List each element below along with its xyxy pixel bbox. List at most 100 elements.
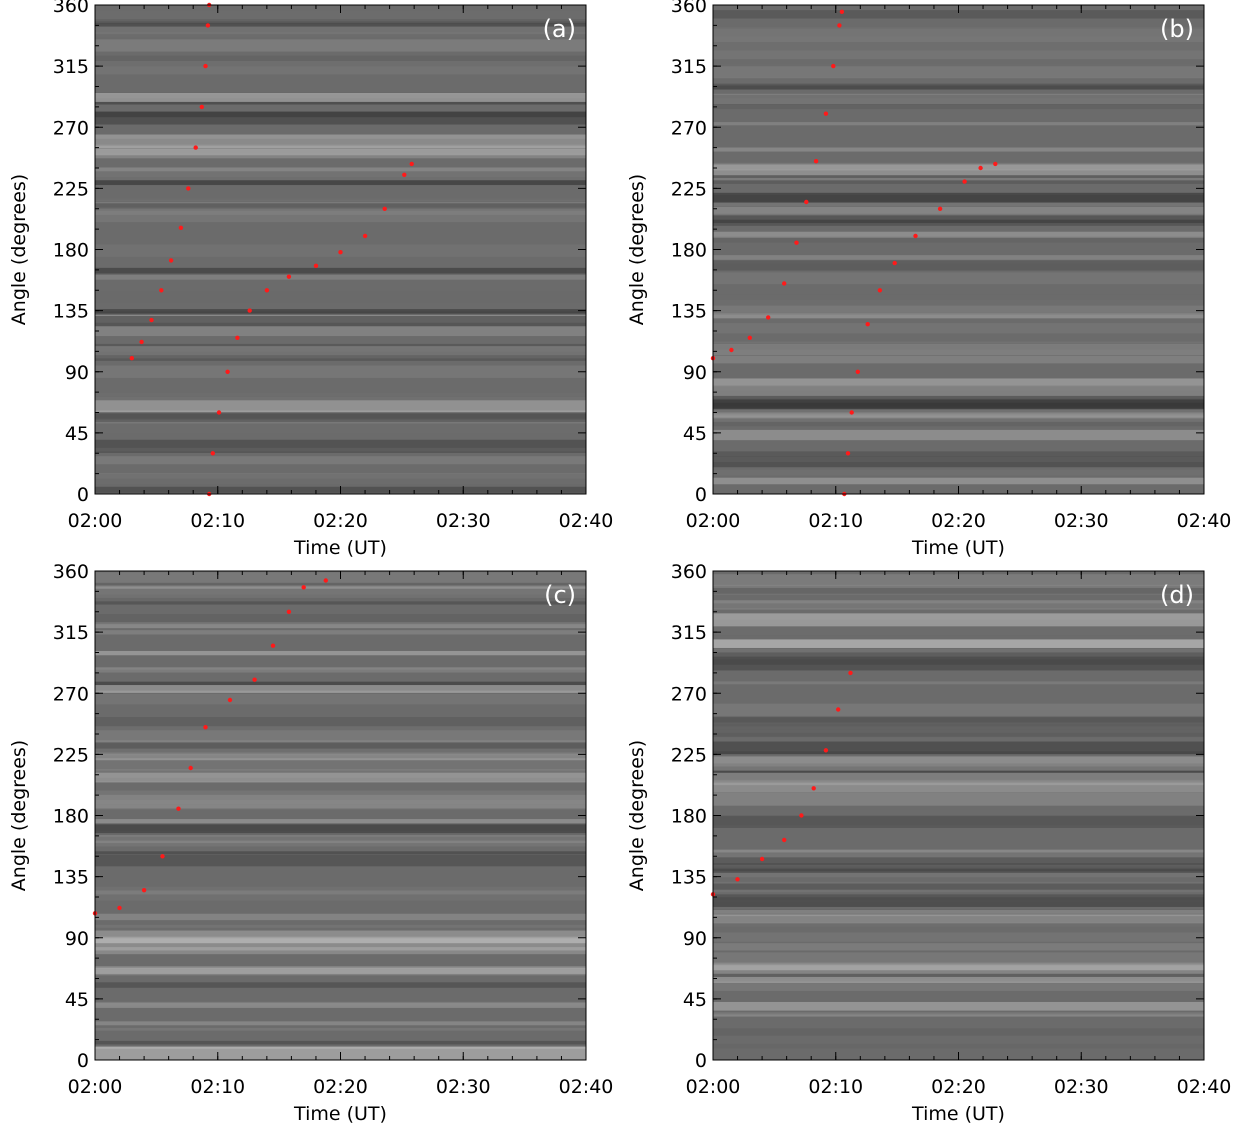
intensity-band	[95, 111, 586, 118]
y-tick-label: 0	[695, 484, 707, 506]
intensity-band	[95, 171, 586, 186]
y-tick-label: 270	[53, 683, 89, 705]
intensity-band	[95, 39, 586, 52]
intensity-band	[713, 639, 1204, 648]
track-series-2	[207, 161, 414, 497]
intensity-bands	[95, 572, 586, 1060]
intensity-band	[95, 752, 586, 761]
intensity-band	[713, 323, 1204, 334]
intensity-band	[95, 840, 586, 844]
intensity-band	[713, 914, 1204, 924]
track-point	[804, 199, 809, 205]
intensity-bands	[95, 10, 586, 493]
track-point	[149, 317, 154, 323]
y-tick-label: 45	[683, 423, 707, 445]
intensity-band	[95, 315, 586, 327]
intensity-band	[95, 145, 586, 159]
y-tick-label: 90	[683, 928, 707, 950]
track-point	[831, 63, 836, 69]
x-tick-label: 02:00	[68, 1076, 123, 1098]
intensity-band	[713, 93, 1204, 105]
y-tick-label: 225	[671, 744, 707, 766]
track-point	[193, 145, 198, 150]
x-axis-title: Time (UT)	[293, 537, 387, 559]
intensity-band	[713, 85, 1204, 89]
x-tick-label: 02:20	[313, 510, 368, 532]
track-point	[247, 308, 252, 313]
track-point	[227, 697, 233, 703]
track-point	[117, 905, 122, 911]
intensity-band	[713, 50, 1204, 60]
track-point	[210, 451, 215, 456]
y-tick-label: 0	[77, 484, 89, 506]
intensity-band	[95, 947, 586, 955]
intensity-band	[713, 872, 1204, 878]
intensity-band	[95, 22, 586, 27]
track-point	[205, 23, 211, 28]
y-tick-label: 180	[671, 806, 707, 828]
y-tick-label: 360	[53, 561, 89, 583]
x-tick-label: 02:10	[190, 510, 245, 532]
track-point	[962, 179, 967, 184]
track-point	[845, 451, 851, 456]
intensity-band	[713, 416, 1204, 422]
intensity-band	[95, 138, 586, 145]
intensity-band	[713, 429, 1204, 441]
intensity-band	[95, 936, 586, 944]
intensity-band	[95, 650, 586, 656]
track-point	[409, 161, 414, 167]
intensity-band	[713, 294, 1204, 306]
intensity-band	[95, 584, 586, 589]
x-tick-label: 02:40	[1177, 510, 1232, 532]
intensity-band	[95, 210, 586, 215]
intensity-band	[95, 717, 586, 727]
intensity-band	[713, 726, 1204, 733]
intensity-band	[713, 305, 1204, 315]
track-point	[160, 854, 165, 859]
intensity-band	[95, 930, 586, 936]
intensity-band	[95, 1002, 586, 1008]
track-series-1	[710, 670, 853, 897]
intensity-band	[713, 741, 1204, 755]
intensity-band	[713, 64, 1204, 78]
intensity-band	[95, 759, 586, 773]
intensity-band	[95, 726, 586, 741]
y-tick-label: 180	[671, 240, 707, 262]
intensity-band	[713, 913, 1204, 927]
intensity-band	[713, 398, 1204, 410]
intensity-band	[713, 894, 1204, 898]
track-series-1	[129, 2, 212, 361]
intensity-band	[713, 899, 1204, 903]
x-tick-label: 02:00	[686, 510, 741, 532]
intensity-band	[95, 614, 586, 625]
intensity-band	[95, 439, 586, 453]
intensity-band	[95, 343, 586, 347]
y-tick-label: 315	[53, 622, 89, 644]
panel-label: (b)	[1160, 15, 1194, 43]
intensity-band	[95, 1001, 586, 1006]
intensity-band	[713, 950, 1204, 963]
intensity-band	[95, 833, 586, 837]
y-tick-label: 225	[53, 178, 89, 200]
track-point	[203, 63, 208, 69]
intensity-band	[713, 260, 1204, 271]
track-point	[892, 260, 897, 266]
intensity-band	[713, 584, 1204, 595]
y-tick-label: 45	[683, 989, 707, 1011]
intensity-band	[95, 447, 586, 452]
track-point	[837, 23, 842, 28]
intensity-band	[713, 717, 1204, 723]
intensity-band	[713, 723, 1204, 737]
intensity-band	[713, 772, 1204, 786]
intensity-band	[95, 622, 586, 629]
intensity-band	[95, 267, 586, 275]
y-tick-label: 135	[671, 867, 707, 889]
track-point	[937, 206, 943, 211]
intensity-band	[95, 630, 586, 635]
intensity-band	[95, 854, 586, 867]
y-tick-label: 270	[53, 117, 89, 139]
intensity-band	[713, 28, 1204, 43]
intensity-band	[95, 413, 586, 421]
intensity-band	[713, 456, 1204, 468]
intensity-band	[713, 585, 1204, 594]
